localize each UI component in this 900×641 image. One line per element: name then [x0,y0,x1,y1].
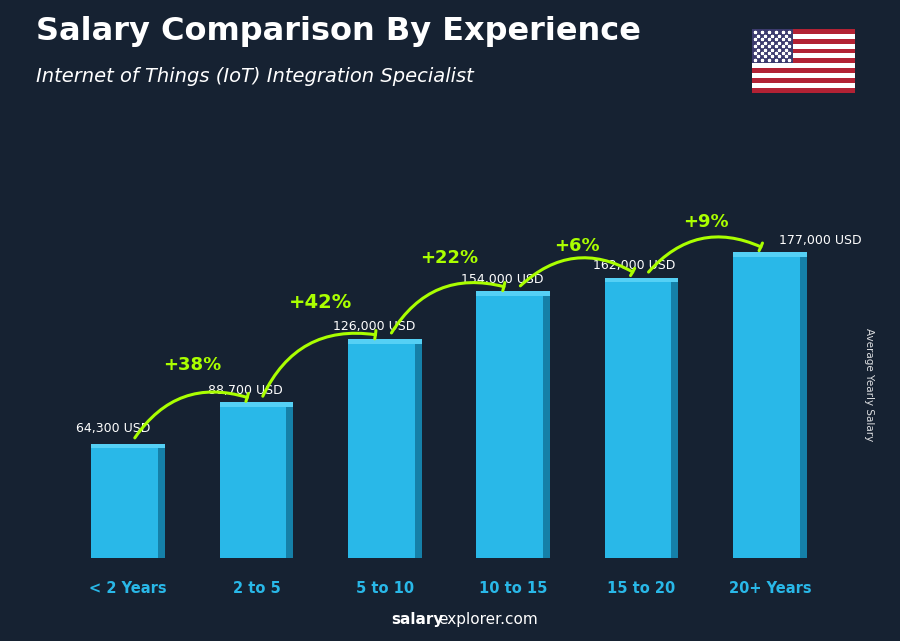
Text: +38%: +38% [163,356,221,374]
Bar [605,278,679,283]
Text: +22%: +22% [420,249,478,267]
Bar [220,402,293,407]
Bar [800,257,806,558]
Bar [91,444,165,449]
Bar [752,73,855,78]
Bar [752,83,855,88]
Text: 64,300 USD: 64,300 USD [76,422,150,435]
Bar [752,88,855,93]
Text: 5 to 10: 5 to 10 [356,581,414,597]
Text: Average Yearly Salary: Average Yearly Salary [863,328,874,441]
Bar [752,29,793,63]
Bar [752,69,855,73]
Bar [415,344,422,558]
Text: +6%: +6% [554,237,600,255]
Text: 2 to 5: 2 to 5 [232,581,281,597]
Bar [752,53,855,58]
Bar [543,296,550,558]
Text: Internet of Things (IoT) Integration Specialist: Internet of Things (IoT) Integration Spe… [36,67,473,87]
Bar [752,29,855,34]
Text: < 2 Years: < 2 Years [89,581,166,597]
Bar [476,291,550,296]
Bar [752,34,855,38]
Text: salary: salary [392,612,444,627]
Bar [752,49,855,53]
Text: explorer.com: explorer.com [438,612,538,627]
Bar [220,407,286,558]
Text: Salary Comparison By Experience: Salary Comparison By Experience [36,16,641,47]
Text: 126,000 USD: 126,000 USD [332,320,415,333]
Bar [752,63,855,69]
Bar [752,44,855,49]
Bar [476,296,543,558]
Bar [733,252,806,257]
Text: +42%: +42% [289,294,352,313]
Bar [286,407,293,558]
Bar [348,344,415,558]
Bar [158,449,165,558]
Text: 15 to 20: 15 to 20 [608,581,676,597]
Text: +9%: +9% [683,213,729,231]
Text: 162,000 USD: 162,000 USD [593,259,676,272]
Bar [91,449,158,558]
Bar [671,283,679,558]
Text: 10 to 15: 10 to 15 [479,581,547,597]
Text: 88,700 USD: 88,700 USD [208,384,283,397]
Text: 177,000 USD: 177,000 USD [779,234,862,247]
Text: 154,000 USD: 154,000 USD [461,273,544,286]
Text: 20+ Years: 20+ Years [729,581,811,597]
Bar [605,283,671,558]
Bar [752,78,855,83]
Bar [752,58,855,63]
Bar [348,338,422,344]
Bar [733,257,800,558]
Bar [752,38,855,44]
